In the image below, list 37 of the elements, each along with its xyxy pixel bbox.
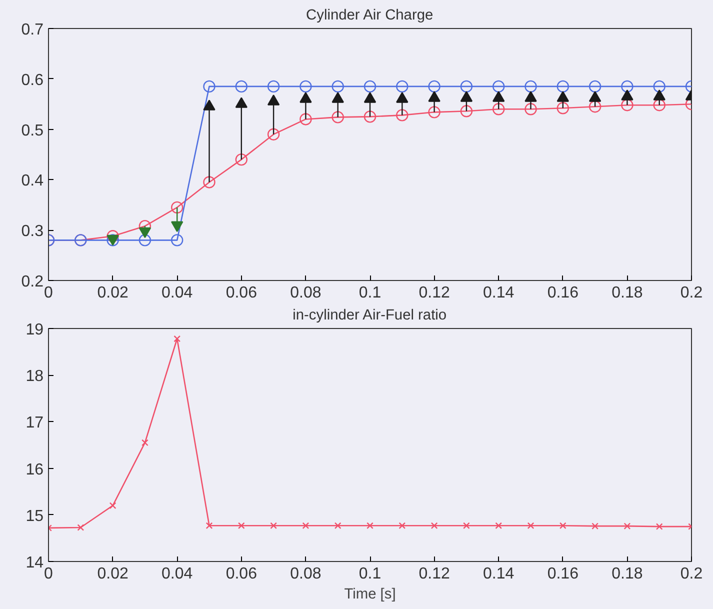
y-tick-label: 19 — [26, 322, 44, 338]
y-tick-label: 14 — [26, 554, 44, 572]
y-tick-label: 0.7 — [21, 22, 44, 38]
x-tick-label: 0 — [44, 566, 54, 582]
y-tick-label: 0.4 — [21, 172, 44, 190]
x-tick-label: 0.06 — [226, 566, 258, 582]
y-tick-label: 0.2 — [21, 274, 44, 290]
x-tick-label: 0.2 — [680, 566, 703, 582]
x-tick-label: 0.1 — [358, 284, 382, 302]
x-tick-label: 0.14 — [483, 566, 514, 582]
y-tick-label: 0.5 — [21, 122, 44, 140]
y-tick-label: 17 — [26, 414, 44, 432]
x-tick-label: 0.18 — [612, 284, 643, 302]
x-tick-label: 0.02 — [97, 284, 128, 302]
x-tick-label: 0.04 — [162, 284, 193, 302]
x-tick-label: 0.08 — [290, 566, 322, 582]
y-tick-label: 0.3 — [21, 223, 44, 240]
x-tick-label: 0.04 — [162, 566, 193, 582]
y-tick-label: 18 — [26, 368, 44, 386]
x-axis-title: Time [s] — [344, 586, 396, 602]
x-tick-label: 0.12 — [418, 284, 450, 302]
y-tick-label: 16 — [26, 461, 44, 478]
x-tick-label: 0 — [44, 284, 54, 302]
chart-title: Cylinder Air Charge — [306, 8, 434, 24]
y-tick-label: 15 — [26, 508, 44, 525]
x-tick-label: 0.16 — [547, 284, 579, 302]
x-tick-label: 0.08 — [290, 284, 322, 302]
x-tick-label: 0.2 — [680, 284, 703, 302]
y-tick-label: 0.6 — [21, 72, 44, 89]
x-tick-label: 0.16 — [547, 566, 579, 582]
x-tick-label: 0.14 — [483, 284, 514, 302]
chart-title: in-cylinder Air-Fuel ratio — [292, 308, 447, 324]
x-tick-label: 0.12 — [418, 566, 450, 582]
x-tick-label: 0.1 — [358, 566, 382, 582]
x-tick-label: 0.06 — [226, 284, 258, 302]
x-tick-label: 0.18 — [612, 566, 643, 582]
x-tick-label: 0.02 — [97, 566, 128, 582]
